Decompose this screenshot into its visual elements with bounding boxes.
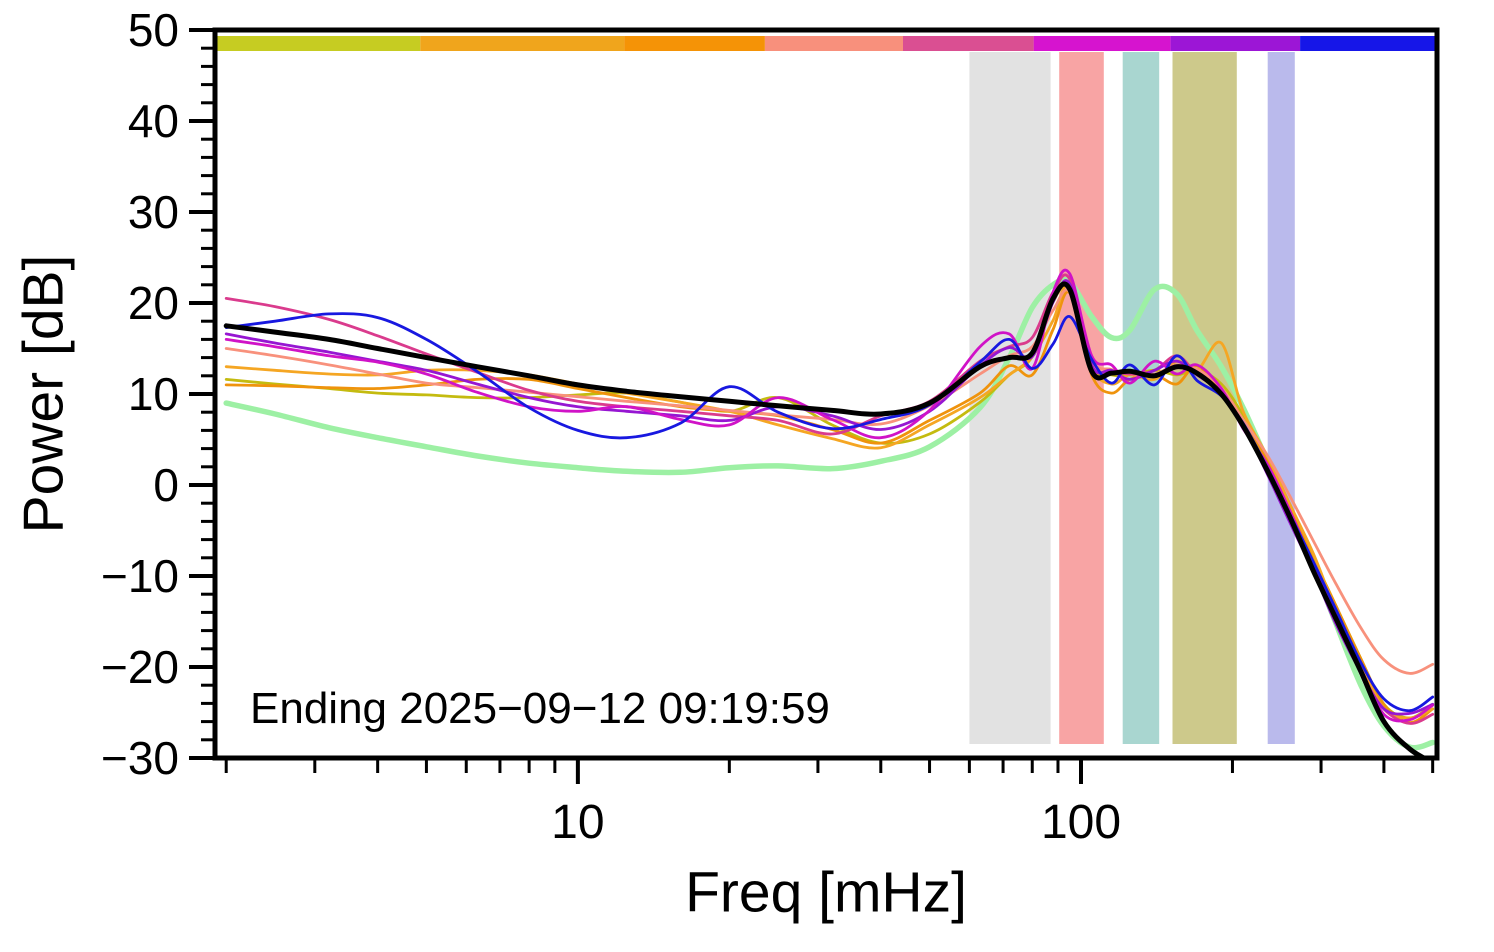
time-colorbar xyxy=(215,36,1437,51)
series-group xyxy=(223,268,1436,758)
y-tick-label: 40 xyxy=(128,95,179,147)
ending-timestamp-annotation: Ending 2025−09−12 09:19:59 xyxy=(250,684,830,733)
band-red xyxy=(1059,52,1104,744)
axis-ticks: −30 −20 −10 0 10 20 30 40 50 10 100 xyxy=(101,4,1435,849)
x-tick-label: 100 xyxy=(1041,796,1121,849)
band-teal xyxy=(1122,52,1160,744)
colorbar-segment-7 xyxy=(1170,36,1301,51)
y-tick-label: 50 xyxy=(128,4,179,56)
colorbar-segment-3 xyxy=(624,36,765,51)
y-tick-label: 10 xyxy=(128,368,179,420)
y-tick-label: 30 xyxy=(128,186,179,238)
band-gray xyxy=(969,52,1051,744)
colorbar-segment-4 xyxy=(764,36,903,51)
colorbar-segment-2 xyxy=(420,36,625,51)
y-axis-title: Power [dB] xyxy=(11,254,76,534)
y-tick-label: 0 xyxy=(153,459,179,511)
band-lavender xyxy=(1267,52,1295,744)
frequency-bands xyxy=(969,52,1295,744)
x-axis-title: Freq [mHz] xyxy=(685,860,967,925)
colorbar-segment-5 xyxy=(903,36,1034,51)
y-tick-label: 20 xyxy=(128,277,179,329)
colorbar-segment-1 xyxy=(215,36,421,51)
x-tick-label: 10 xyxy=(551,796,604,849)
colorbar-segment-8 xyxy=(1300,36,1437,51)
colorbar-segment-6 xyxy=(1033,36,1171,51)
y-tick-label: −30 xyxy=(101,732,179,784)
y-tick-label: −10 xyxy=(101,550,179,602)
series-mean xyxy=(223,281,1430,758)
plot-frame xyxy=(212,27,1440,761)
y-tick-label: −20 xyxy=(101,641,179,693)
